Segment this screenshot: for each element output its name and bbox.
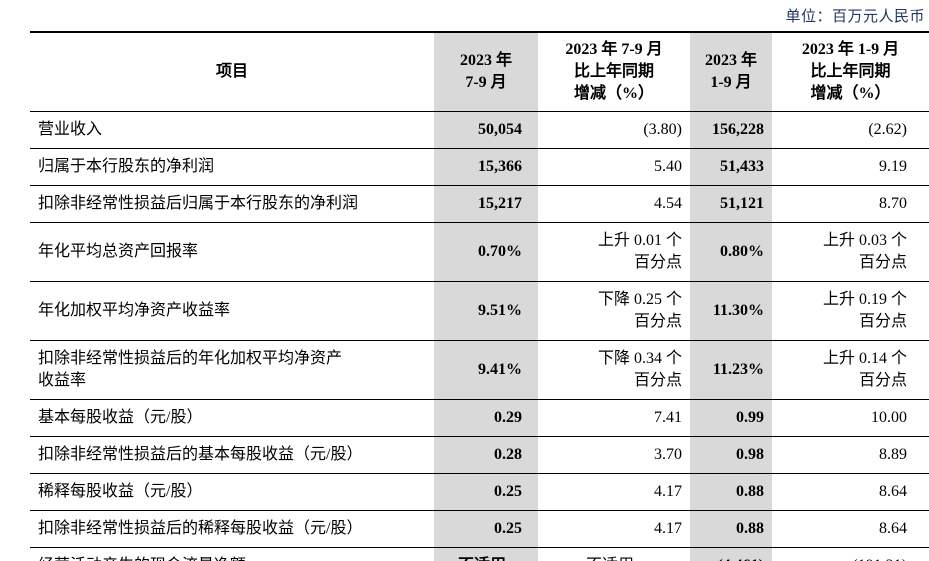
table-body: 营业收入 50,054 (3.80) 156,228 (2.62) 归属于本行股…	[30, 111, 929, 561]
row-label: 基本每股收益（元/股）	[30, 399, 434, 437]
cell-ytd-value: 0.88	[690, 510, 772, 548]
cell-q3-value: 0.28	[434, 436, 538, 474]
cell-q3-value: 0.29	[434, 399, 538, 437]
cell-q3-value: 0.25	[434, 473, 538, 511]
row-label: 年化平均总资产回报率	[30, 222, 434, 282]
col-header-ytd-period: 2023 年 1-9 月	[690, 32, 772, 112]
financial-results-table: 项目 2023 年 7-9 月 2023 年 7-9 月 比上年同期 增减（%）…	[30, 31, 929, 561]
cell-q3-value: 15,217	[434, 185, 538, 223]
row-label: 经营活动产生的现金流量净额	[30, 547, 434, 561]
table-header-row: 项目 2023 年 7-9 月 2023 年 7-9 月 比上年同期 增减（%）…	[30, 32, 929, 112]
cell-ytd-value: 156,228	[690, 111, 772, 149]
cell-q3-change: 下降 0.25 个 百分点	[538, 281, 690, 341]
cell-q3-value: 9.41%	[434, 340, 538, 400]
table-row: 归属于本行股东的净利润 15,366 5.40 51,433 9.19	[30, 148, 929, 186]
cell-ytd-value: 51,121	[690, 185, 772, 223]
cell-ytd-change: 8.64	[772, 510, 929, 548]
table-row: 年化平均总资产回报率 0.70% 上升 0.01 个 百分点 0.80% 上升 …	[30, 222, 929, 282]
cell-ytd-value: 0.99	[690, 399, 772, 437]
table-row: 扣除非经常性损益后的稀释每股收益（元/股） 0.25 4.17 0.88 8.6…	[30, 510, 929, 548]
table-row: 经营活动产生的现金流量净额 不适用 不适用 (4,461) (191.21)	[30, 547, 929, 561]
col-header-q3-period: 2023 年 7-9 月	[434, 32, 538, 112]
cell-ytd-value: (4,461)	[690, 547, 772, 561]
cell-q3-change: 4.17	[538, 473, 690, 511]
cell-q3-value: 50,054	[434, 111, 538, 149]
cell-ytd-change: (2.62)	[772, 111, 929, 149]
cell-q3-change: 3.70	[538, 436, 690, 474]
cell-q3-change: 7.41	[538, 399, 690, 437]
cell-ytd-value: 11.30%	[690, 281, 772, 341]
row-label: 稀释每股收益（元/股）	[30, 473, 434, 511]
cell-q3-value: 9.51%	[434, 281, 538, 341]
cell-ytd-change: (191.21)	[772, 547, 929, 561]
cell-q3-value: 15,366	[434, 148, 538, 186]
cell-ytd-value: 0.88	[690, 473, 772, 511]
cell-ytd-change: 8.64	[772, 473, 929, 511]
table-row: 扣除非经常性损益后的年化加权平均净资产 收益率 9.41% 下降 0.34 个 …	[30, 340, 929, 400]
cell-ytd-change: 9.19	[772, 148, 929, 186]
cell-ytd-change: 上升 0.14 个 百分点	[772, 340, 929, 400]
cell-q3-change: 上升 0.01 个 百分点	[538, 222, 690, 282]
cell-ytd-change: 上升 0.19 个 百分点	[772, 281, 929, 341]
cell-ytd-change: 8.89	[772, 436, 929, 474]
cell-q3-change: 5.40	[538, 148, 690, 186]
cell-q3-value: 不适用	[434, 547, 538, 561]
cell-q3-change: (3.80)	[538, 111, 690, 149]
cell-ytd-change: 8.70	[772, 185, 929, 223]
table-row: 扣除非经常性损益后归属于本行股东的净利润 15,217 4.54 51,121 …	[30, 185, 929, 223]
cell-q3-change: 不适用	[538, 547, 690, 561]
table-row: 营业收入 50,054 (3.80) 156,228 (2.62)	[30, 111, 929, 149]
col-header-q3-change: 2023 年 7-9 月 比上年同期 增减（%）	[538, 32, 690, 112]
table-row: 基本每股收益（元/股） 0.29 7.41 0.99 10.00	[30, 399, 929, 437]
cell-ytd-change: 上升 0.03 个 百分点	[772, 222, 929, 282]
cell-q3-change: 下降 0.34 个 百分点	[538, 340, 690, 400]
row-label: 扣除非经常性损益后的稀释每股收益（元/股）	[30, 510, 434, 548]
row-label: 扣除非经常性损益后归属于本行股东的净利润	[30, 185, 434, 223]
row-label: 扣除非经常性损益后的年化加权平均净资产 收益率	[30, 340, 434, 400]
unit-label: 单位：百万元人民币	[785, 9, 925, 25]
cell-q3-value: 0.70%	[434, 222, 538, 282]
col-header-ytd-change: 2023 年 1-9 月 比上年同期 增减（%）	[772, 32, 929, 112]
row-label: 年化加权平均净资产收益率	[30, 281, 434, 341]
table-row: 稀释每股收益（元/股） 0.25 4.17 0.88 8.64	[30, 473, 929, 511]
cell-q3-change: 4.17	[538, 510, 690, 548]
table-row: 扣除非经常性损益后的基本每股收益（元/股） 0.28 3.70 0.98 8.8…	[30, 436, 929, 474]
row-label: 扣除非经常性损益后的基本每股收益（元/股）	[30, 436, 434, 474]
col-header-item: 项目	[30, 32, 434, 112]
cell-q3-change: 4.54	[538, 185, 690, 223]
cell-ytd-value: 51,433	[690, 148, 772, 186]
cell-ytd-value: 0.80%	[690, 222, 772, 282]
row-label: 归属于本行股东的净利润	[30, 148, 434, 186]
table-row: 年化加权平均净资产收益率 9.51% 下降 0.25 个 百分点 11.30% …	[30, 281, 929, 341]
cell-ytd-value: 11.23%	[690, 340, 772, 400]
cell-q3-value: 0.25	[434, 510, 538, 548]
cell-ytd-change: 10.00	[772, 399, 929, 437]
cell-ytd-value: 0.98	[690, 436, 772, 474]
row-label: 营业收入	[30, 111, 434, 149]
